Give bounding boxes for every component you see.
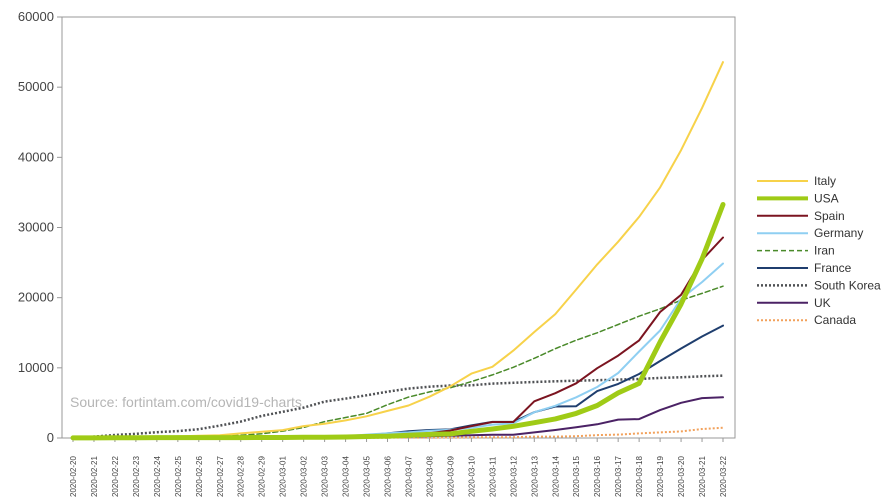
plot-area-frame: [61, 16, 736, 439]
y-tick-label: 50000: [18, 79, 54, 94]
x-tick-label: 2020-03-09: [446, 456, 455, 497]
series-line-south-korea: [72, 374, 724, 439]
x-tick-label: 2020-03-17: [614, 456, 623, 497]
x-tick-label: 2020-03-11: [488, 456, 497, 497]
x-tick-label: 2020-02-26: [195, 456, 204, 497]
x-tick-label: 2020-02-23: [132, 456, 141, 497]
legend-label-spain: Spain: [814, 209, 845, 223]
x-tick-label: 2020-03-19: [656, 456, 665, 497]
x-tick-label: 2020-02-22: [111, 456, 120, 497]
y-axis: 0 10000 20000 30000 40000 50000 60000: [18, 9, 62, 445]
y-tick-label: 30000: [18, 220, 54, 235]
x-tick-label: 2020-03-02: [300, 456, 309, 497]
y-tick-label: 10000: [18, 360, 54, 375]
x-axis: 2020-02-20 2020-02-21 2020-02-22 2020-02-23…: [69, 438, 728, 497]
y-tick-label: 40000: [18, 149, 54, 164]
x-tick-label: 2020-03-21: [698, 456, 707, 497]
x-tick-label: 2020-02-20: [69, 456, 78, 497]
x-tick-label: 2020-02-29: [258, 456, 267, 497]
legend-label-iran: Iran: [814, 244, 835, 258]
series-line-usa: [70, 202, 726, 441]
x-tick-label: 2020-03-01: [279, 456, 288, 497]
legend-label-italy: Italy: [814, 174, 836, 188]
y-tick-label: 0: [47, 430, 54, 445]
x-tick-label: 2020-02-27: [216, 456, 225, 497]
x-tick-label: 2020-03-07: [404, 456, 413, 497]
x-tick-label: 2020-03-08: [425, 456, 434, 497]
x-tick-label: 2020-03-03: [321, 456, 330, 497]
x-tick-label: 2020-03-12: [509, 456, 518, 497]
series-line-iran: [72, 285, 724, 439]
legend-label-south-korea: South Korea: [814, 278, 881, 292]
x-tick-label: 2020-03-05: [363, 456, 372, 497]
x-tick-label: 2020-03-13: [530, 456, 539, 497]
x-tick-label: 2020-02-25: [174, 456, 183, 497]
x-tick-label: 2020-03-06: [384, 456, 393, 497]
x-tick-label: 2020-02-28: [237, 456, 246, 497]
legend-label-france: France: [814, 261, 852, 275]
x-tick-label: 2020-03-10: [467, 456, 476, 497]
x-tick-label: 2020-03-04: [342, 456, 351, 497]
series-group: [70, 61, 726, 441]
legend: Italy USA Spain Germany Iran France South Kore…: [757, 174, 881, 327]
legend-label-germany: Germany: [814, 226, 863, 240]
legend-label-usa: USA: [814, 191, 839, 205]
legend-label-canada: Canada: [814, 313, 856, 327]
x-tick-label: 2020-03-15: [572, 456, 581, 497]
series-line-france: [72, 324, 724, 439]
x-tick-label: 2020-03-22: [719, 456, 728, 497]
x-tick-label: 2020-02-21: [90, 456, 99, 497]
source-watermark: Source: fortintam.com/covid19-charts: [70, 394, 302, 410]
x-tick-label: 2020-03-14: [551, 456, 560, 497]
legend-label-uk: UK: [814, 296, 831, 310]
x-tick-label: 2020-03-18: [635, 456, 644, 497]
y-tick-label: 20000: [18, 290, 54, 305]
y-tick-label: 60000: [18, 9, 54, 24]
x-tick-label: 2020-03-20: [677, 456, 686, 497]
series-line-italy: [72, 61, 724, 439]
x-tick-label: 2020-03-16: [593, 456, 602, 497]
x-tick-label: 2020-02-24: [153, 456, 162, 497]
